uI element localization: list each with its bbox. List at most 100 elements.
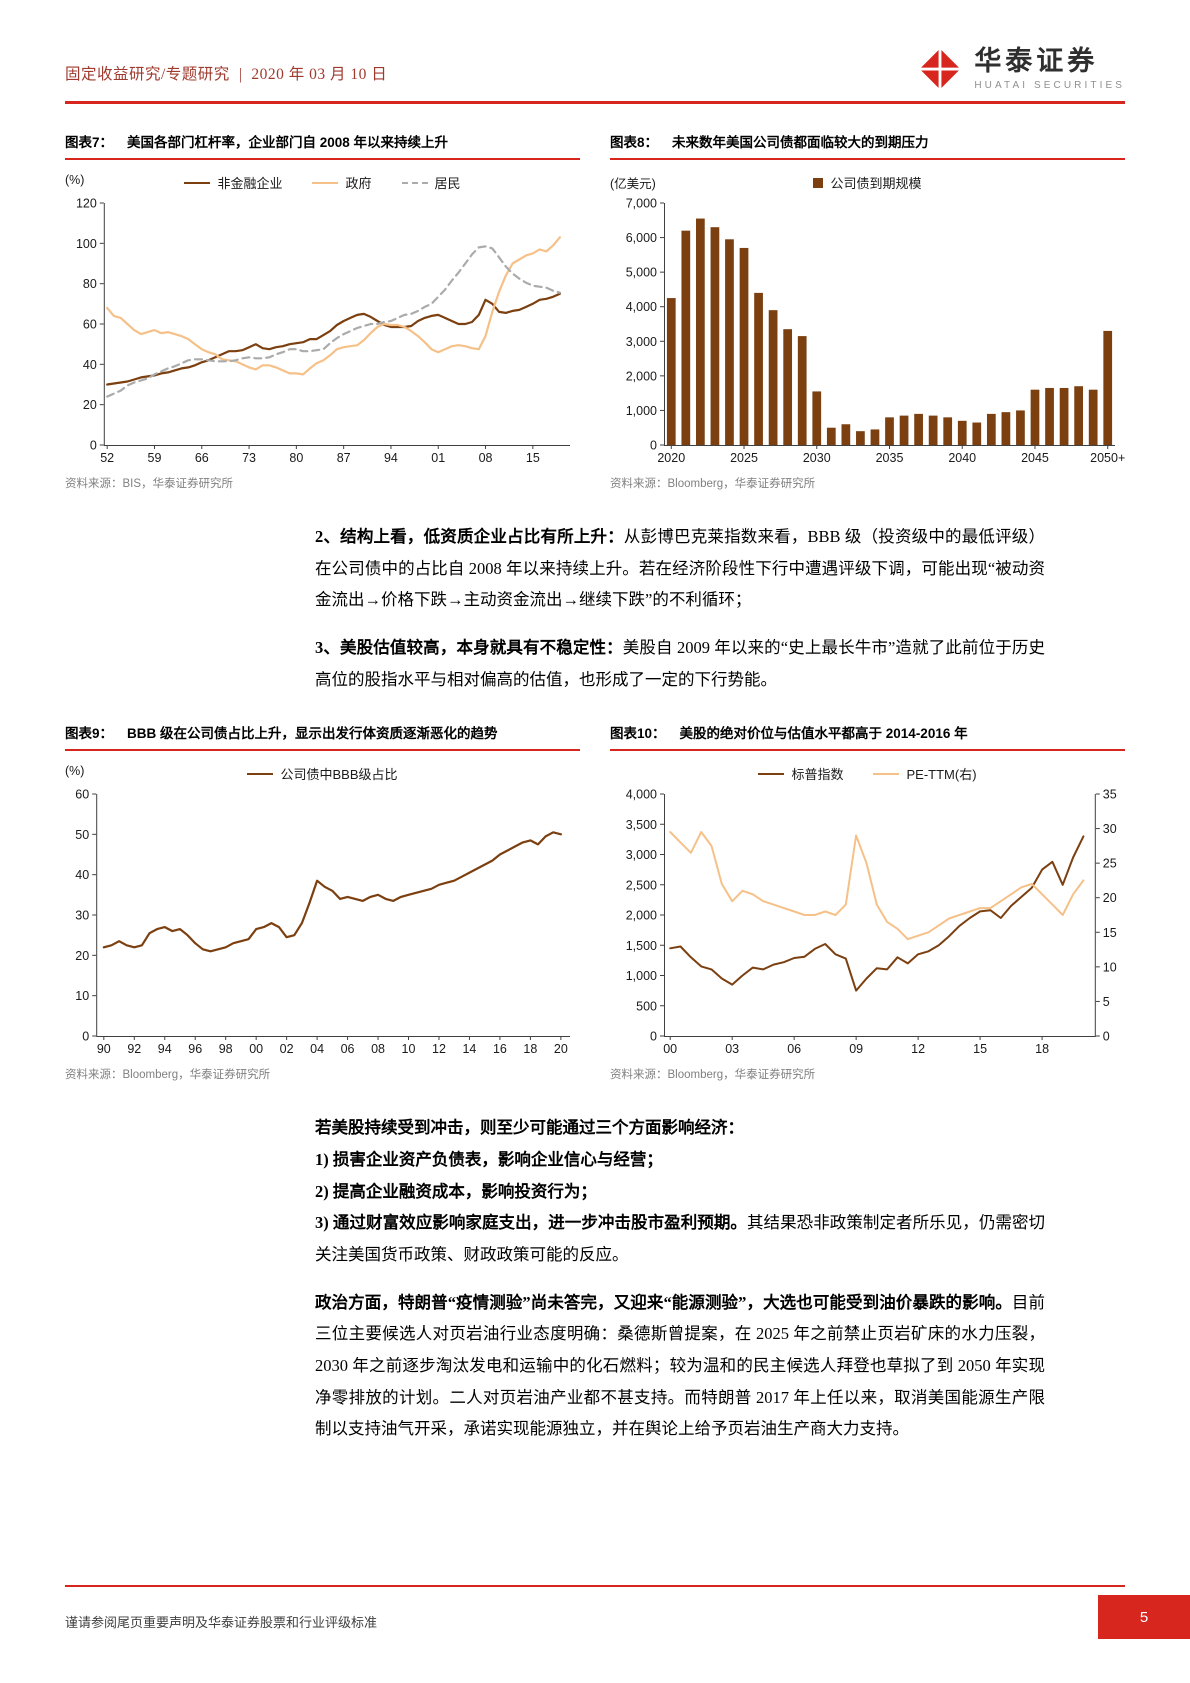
svg-text:2,000: 2,000 bbox=[626, 909, 657, 923]
figure-row-2: 图表9： BBB 级在公司债占比上升，显示出发行体资质逐渐恶化的趋势 (%) 公… bbox=[65, 722, 1125, 1082]
svg-text:2045: 2045 bbox=[1021, 451, 1049, 465]
svg-text:60: 60 bbox=[83, 318, 97, 332]
legend-label: PE-TTM(右) bbox=[906, 767, 977, 783]
svg-text:5: 5 bbox=[1103, 995, 1110, 1009]
legend-item: 居民 bbox=[401, 173, 461, 192]
svg-text:12: 12 bbox=[432, 1042, 446, 1056]
source-note: 资料来源：Bloomberg，华泰证券研究所 bbox=[65, 1069, 271, 1082]
svg-text:18: 18 bbox=[523, 1042, 537, 1056]
svg-text:01: 01 bbox=[431, 451, 445, 465]
impact-intro: 若美股持续受到冲击，则至少可能通过三个方面影响经济： bbox=[315, 1112, 1045, 1144]
legend-line-swatch bbox=[758, 772, 785, 775]
impact-item-3: 3) 通过财富效应影响家庭支出，进一步冲击股市盈利预期。其结果恐非政策制定者所乐… bbox=[315, 1207, 1045, 1270]
page-header: 固定收益研究/专题研究 | 2020 年 03 月 10 日 华泰证券 HUATAI… bbox=[65, 46, 1125, 92]
footer-disclaimer: 谨请参阅尾页重要声明及华泰证券股票和行业评级标准 bbox=[65, 1615, 378, 1630]
svg-text:0: 0 bbox=[90, 439, 97, 453]
paragraph-politics: 政治方面，特朗普“疫情测验”尚未答完，又迎来“能源测验”，大选也可能受到油价暴跌… bbox=[315, 1287, 1045, 1445]
figure-title: 图表10： 美股的绝对价位与估值水平都高于 2014-2016 年 bbox=[610, 722, 1125, 752]
figure-number: 图表8： bbox=[610, 135, 659, 150]
brand-name-cn: 华泰证券 bbox=[974, 46, 1099, 77]
svg-text:92: 92 bbox=[127, 1042, 141, 1056]
paragraph-lead: 2、结构上看，低资质企业占比有所上升： bbox=[315, 527, 624, 546]
svg-text:6,000: 6,000 bbox=[626, 231, 657, 245]
source-note: 资料来源：Bloomberg，华泰证券研究所 bbox=[610, 478, 816, 490]
svg-text:100: 100 bbox=[76, 237, 97, 251]
svg-text:96: 96 bbox=[188, 1042, 202, 1056]
chart-legend: 公司债到期规模 bbox=[610, 169, 1125, 192]
svg-text:10: 10 bbox=[75, 990, 89, 1004]
svg-text:0: 0 bbox=[1103, 1030, 1110, 1044]
impact-item-1: 1) 损害企业资产负债表，影响企业信心与经营； bbox=[315, 1144, 1045, 1176]
figure-number: 图表9： bbox=[65, 726, 114, 742]
svg-text:08: 08 bbox=[479, 451, 493, 465]
figure-8-bond-maturity: 图表8： 未来数年美国公司债都面临较大的到期压力 (亿美元) 公司债到期规模 0… bbox=[610, 131, 1125, 491]
analysis-section-1: 2、结构上看，低资质企业占比有所上升：从彭博巴克莱指数来看，BBB 级（投资级中… bbox=[315, 521, 1045, 695]
source-note: 资料来源：BIS，华泰证券研究所 bbox=[65, 478, 234, 490]
legend-label: 公司债到期规模 bbox=[830, 176, 922, 191]
axis-unit-label: (%) bbox=[65, 764, 85, 779]
footer-divider bbox=[65, 1585, 1125, 1587]
figure-10-sp500-pe: 图表10： 美股的绝对价位与估值水平都高于 2014-2016 年 标普指数 PE… bbox=[610, 722, 1125, 1082]
svg-text:98: 98 bbox=[219, 1042, 233, 1056]
svg-text:06: 06 bbox=[787, 1042, 801, 1056]
legend-item: 标普指数 bbox=[758, 764, 843, 783]
analysis-section-2: 若美股持续受到冲击，则至少可能通过三个方面影响经济： 1) 损害企业资产负债表，… bbox=[315, 1112, 1045, 1445]
svg-text:3,500: 3,500 bbox=[626, 818, 657, 832]
svg-text:80: 80 bbox=[83, 277, 97, 291]
brand-name-en: HUATAI SECURITIES bbox=[974, 79, 1125, 91]
svg-text:2040: 2040 bbox=[948, 451, 976, 465]
svg-text:4,000: 4,000 bbox=[626, 300, 657, 314]
svg-text:40: 40 bbox=[83, 358, 97, 372]
header-separator: | bbox=[238, 66, 243, 83]
figure-number: 图表7： bbox=[65, 135, 114, 150]
paragraph-text: 目前三位主要候选人对页岩油行业态度明确：桑德斯曾提案，在 2025 年之前禁止页… bbox=[315, 1292, 1046, 1439]
svg-text:90: 90 bbox=[97, 1042, 111, 1056]
svg-text:4,000: 4,000 bbox=[626, 788, 657, 802]
paragraph-text: 其结果恐非政策制定者所乐见，仍需密切关注美国货币政策、财政政策可能的反应。 bbox=[315, 1213, 1046, 1265]
chart-header: (%) 公司债中BBB级占比 bbox=[65, 760, 580, 786]
legend-item: 非金融企业 bbox=[184, 173, 282, 192]
list-item-text: 1) 损害企业资产负债表，影响企业信心与经营； bbox=[315, 1150, 663, 1170]
paragraph-text: 从彭博巴克莱指数来看，BBB 级（投资级中的最低评级）在公司债中的占比自 200… bbox=[315, 527, 1045, 610]
figure-title-text: 美国各部门杠杆率，企业部门自 2008 年以来持续上升 bbox=[127, 135, 449, 150]
svg-text:00: 00 bbox=[249, 1042, 263, 1056]
svg-text:20: 20 bbox=[83, 398, 97, 412]
list-item-text: 3) 通过财富效应影响家庭支出，进一步冲击股市盈利预期。 bbox=[315, 1213, 747, 1233]
svg-text:1,000: 1,000 bbox=[626, 404, 657, 418]
svg-text:60: 60 bbox=[75, 788, 89, 802]
chart-header: (亿美元) 公司债到期规模 bbox=[610, 169, 1125, 195]
svg-text:09: 09 bbox=[849, 1042, 863, 1056]
svg-text:14: 14 bbox=[462, 1042, 476, 1056]
svg-text:2020: 2020 bbox=[657, 451, 685, 465]
svg-text:73: 73 bbox=[242, 451, 256, 465]
svg-text:00: 00 bbox=[663, 1042, 677, 1056]
svg-text:94: 94 bbox=[158, 1042, 172, 1056]
svg-text:2030: 2030 bbox=[803, 451, 831, 465]
source-note: 资料来源：Bloomberg，华泰证券研究所 bbox=[610, 1069, 816, 1082]
svg-text:5,000: 5,000 bbox=[626, 266, 657, 280]
svg-text:120: 120 bbox=[76, 197, 97, 211]
report-category-line: 固定收益研究/专题研究 | 2020 年 03 月 10 日 bbox=[65, 46, 387, 84]
axis-unit-label: (%) bbox=[65, 173, 85, 187]
svg-text:20: 20 bbox=[75, 949, 89, 963]
svg-text:15: 15 bbox=[973, 1042, 987, 1056]
report-date: 2020 年 03 月 10 日 bbox=[251, 66, 388, 83]
svg-text:7,000: 7,000 bbox=[626, 197, 657, 211]
svg-text:87: 87 bbox=[337, 451, 351, 465]
legend-line-swatch bbox=[184, 181, 211, 184]
svg-text:3,000: 3,000 bbox=[626, 335, 657, 349]
svg-text:18: 18 bbox=[1035, 1042, 1049, 1056]
svg-text:2025: 2025 bbox=[730, 451, 758, 465]
svg-text:04: 04 bbox=[310, 1042, 324, 1056]
figure-title-text: 美股的绝对价位与估值水平都高于 2014-2016 年 bbox=[679, 726, 968, 742]
figure-9-bbb-share: 图表9： BBB 级在公司债占比上升，显示出发行体资质逐渐恶化的趋势 (%) 公… bbox=[65, 722, 580, 1082]
line-chart-canvas: 0 20 40 60 80 100 120 52 59 66 73 80 87 94 01 08 15 bbox=[65, 195, 580, 467]
legend-item: 公司债到期规模 bbox=[813, 173, 922, 192]
chart-legend: 非金融企业 政府 居民 bbox=[65, 169, 580, 192]
svg-text:08: 08 bbox=[371, 1042, 385, 1056]
header-divider bbox=[65, 101, 1125, 104]
report-category: 固定收益研究/专题研究 bbox=[65, 66, 230, 83]
paragraph-text: 美股自 2009 年以来的“史上最长牛市”造就了此前位于历史高位的股指水平与相对… bbox=[315, 638, 1045, 689]
paragraph-valuation: 3、美股估值较高，本身就具有不稳定性：美股自 2009 年以来的“史上最长牛市”… bbox=[315, 632, 1045, 695]
